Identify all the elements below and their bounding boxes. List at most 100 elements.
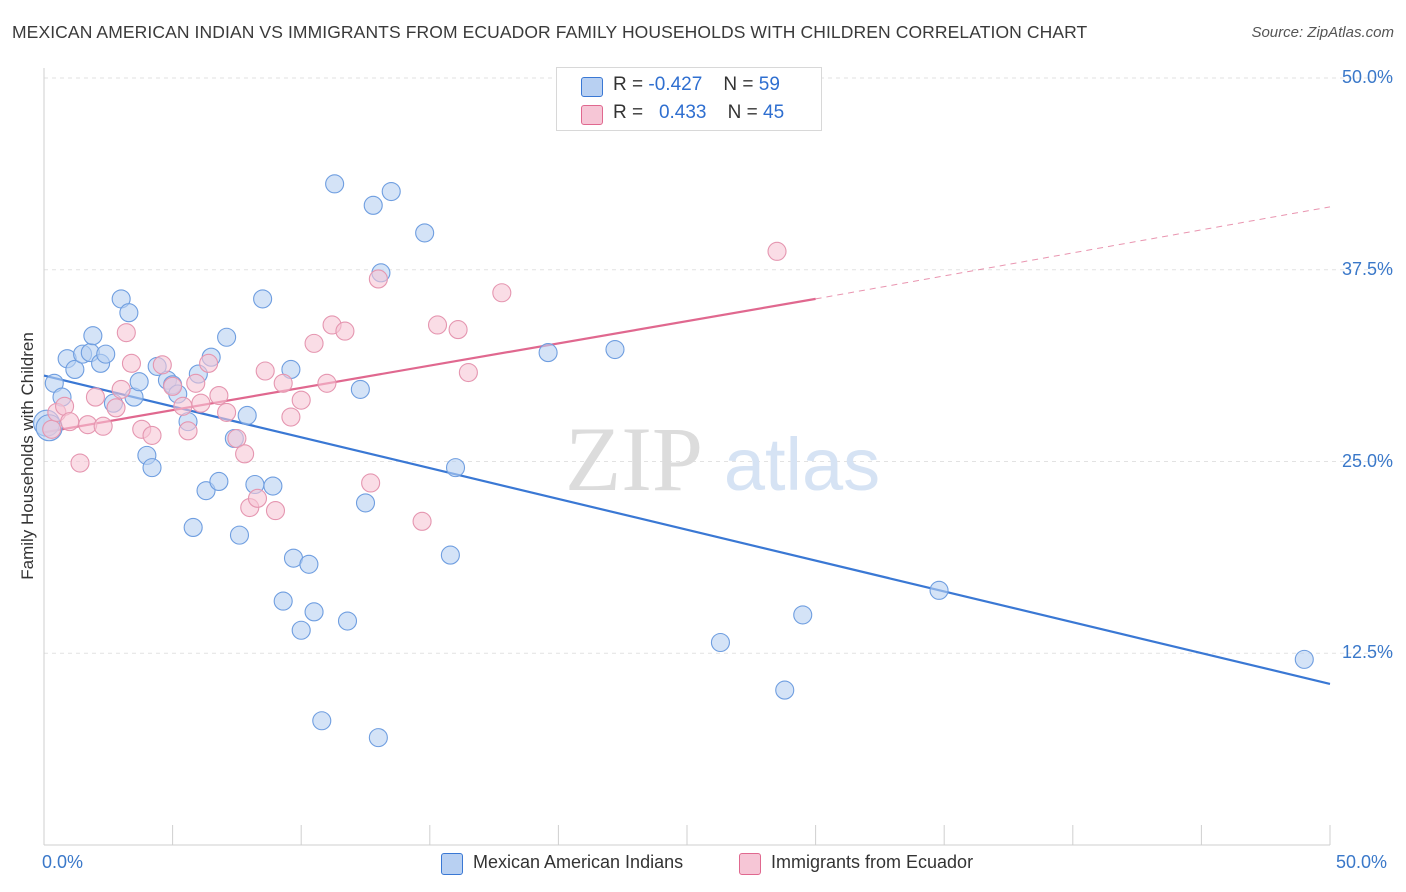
point-mexican-american-indians	[415, 223, 435, 243]
point-mexican-american-indians	[83, 326, 103, 346]
point-immigrants-from-ecuador	[163, 376, 183, 396]
point-immigrants-from-ecuador	[85, 387, 105, 407]
grid-lines	[44, 77, 1392, 654]
point-immigrants-from-ecuador	[111, 379, 131, 399]
point-immigrants-from-ecuador	[217, 402, 237, 422]
legend-r-value: -0.427	[648, 74, 703, 95]
point-immigrants-from-ecuador	[265, 501, 286, 521]
point-immigrants-from-ecuador	[412, 511, 432, 531]
point-mexican-american-indians	[129, 372, 149, 392]
x-tick-label-min: 0.0%	[42, 852, 84, 872]
point-mexican-american-indians	[793, 605, 813, 625]
point-mexican-american-indians	[363, 195, 383, 215]
point-immigrants-from-ecuador	[191, 393, 211, 413]
point-immigrants-from-ecuador	[70, 453, 90, 473]
point-immigrants-from-ecuador	[116, 323, 136, 343]
point-mexican-american-indians	[304, 602, 324, 622]
source-credit: Source: ZipAtlas.com	[1251, 24, 1394, 41]
point-mexican-american-indians	[237, 405, 257, 426]
point-mexican-american-indians	[775, 680, 795, 700]
point-immigrants-from-ecuador	[42, 419, 62, 439]
legend-n-value: 45	[763, 102, 785, 123]
point-mexican-american-indians	[217, 327, 237, 347]
point-mexican-american-indians	[929, 580, 949, 600]
point-mexican-american-indians	[325, 174, 345, 194]
point-immigrants-from-ecuador	[368, 269, 388, 289]
point-mexican-american-indians	[142, 458, 162, 478]
point-mexican-american-indians	[605, 339, 625, 360]
y-axis-label: Family Households with Children	[18, 332, 37, 580]
point-mexican-american-indians	[337, 611, 358, 631]
legend-swatch-pink	[739, 853, 761, 875]
legend-n-label: N =	[727, 102, 758, 123]
point-mexican-american-indians	[253, 289, 273, 309]
point-immigrants-from-ecuador	[142, 425, 162, 445]
point-immigrants-from-ecuador	[291, 390, 311, 410]
legend-r-value: 0.433	[658, 102, 707, 123]
legend-r-label: R =	[613, 102, 644, 123]
point-mexican-american-indians	[96, 344, 116, 364]
point-immigrants-from-ecuador	[227, 428, 247, 449]
point-mexican-american-indians	[538, 343, 558, 363]
point-immigrants-from-ecuador	[361, 473, 381, 493]
y-tick-label: 12.5%	[1341, 642, 1393, 663]
point-immigrants-from-ecuador	[93, 416, 113, 436]
point-immigrants-from-ecuador	[247, 488, 268, 508]
point-mexican-american-indians	[183, 517, 203, 538]
point-mexican-american-indians	[445, 458, 466, 478]
y-tick-label: 50.0%	[1341, 67, 1393, 87]
point-immigrants-from-ecuador	[60, 412, 80, 432]
point-mexican-american-indians	[312, 711, 332, 731]
point-immigrants-from-ecuador	[152, 355, 172, 375]
point-mexican-american-indians	[368, 728, 388, 748]
point-immigrants-from-ecuador	[199, 353, 219, 373]
point-immigrants-from-ecuador	[173, 396, 193, 416]
point-immigrants-from-ecuador	[106, 398, 126, 418]
point-mexican-american-indians	[263, 476, 283, 496]
point-immigrants-from-ecuador	[255, 361, 275, 381]
point-immigrants-from-ecuador	[458, 362, 478, 383]
point-mexican-american-indians	[1294, 649, 1314, 669]
point-mexican-american-indians	[196, 481, 216, 501]
legend-series-name: Immigrants from Ecuador	[771, 852, 974, 872]
trend-line-pink	[43, 297, 816, 434]
trend-lines	[43, 206, 1331, 685]
point-immigrants-from-ecuador	[335, 321, 355, 341]
point-immigrants-from-ecuador	[281, 407, 301, 427]
data-points	[33, 174, 1314, 748]
point-mexican-american-indians	[119, 303, 139, 323]
point-mexican-american-indians	[229, 525, 250, 545]
point-immigrants-from-ecuador	[209, 385, 229, 406]
point-mexican-american-indians	[299, 554, 319, 574]
point-immigrants-from-ecuador	[178, 421, 198, 441]
point-mexican-american-indians	[273, 591, 293, 611]
legend-n-label: N =	[723, 74, 754, 95]
chart-title: MEXICAN AMERICAN INDIAN VS IMMIGRANTS FR…	[12, 22, 1088, 42]
point-immigrants-from-ecuador	[448, 320, 468, 340]
axes	[43, 68, 1331, 846]
point-mexican-american-indians	[710, 632, 730, 653]
point-immigrants-from-ecuador	[304, 333, 324, 353]
legend-series-name: Mexican American Indians	[473, 852, 684, 872]
watermark-zip: ZIP	[565, 408, 703, 510]
point-immigrants-from-ecuador	[317, 373, 337, 393]
point-mexican-american-indians	[350, 379, 370, 399]
point-immigrants-from-ecuador	[235, 444, 255, 464]
point-immigrants-from-ecuador	[492, 283, 512, 303]
legend-n-value: 59	[758, 74, 780, 95]
point-immigrants-from-ecuador	[186, 373, 206, 393]
trend-line-blue	[43, 374, 1331, 685]
point-immigrants-from-ecuador	[767, 241, 787, 261]
trend-line-pink-extension	[815, 206, 1331, 300]
point-mexican-american-indians	[381, 181, 401, 202]
point-mexican-american-indians	[291, 620, 311, 640]
point-mexican-american-indians	[209, 471, 229, 491]
watermark-atlas: atlas	[724, 423, 880, 506]
correlation-legend: R = -0.427 N = 59 R = 0.433 N = 45	[556, 67, 822, 131]
y-tick-label: 25.0%	[1341, 450, 1393, 471]
legend-r-label: R =	[613, 74, 644, 95]
legend-swatch-blue	[441, 853, 463, 875]
legend-swatch-pink	[581, 105, 603, 125]
point-immigrants-from-ecuador	[273, 373, 293, 393]
